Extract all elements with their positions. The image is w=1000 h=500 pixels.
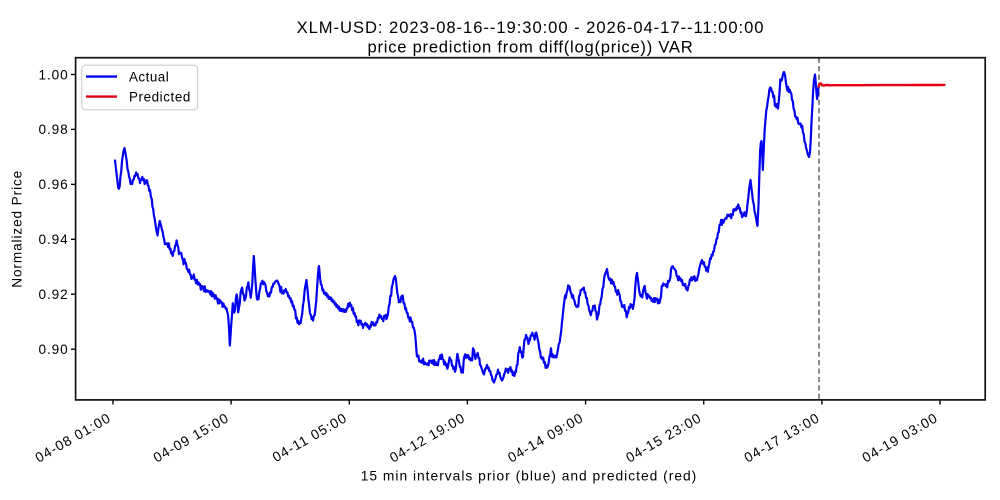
svg-text:0.96: 0.96 bbox=[39, 177, 69, 192]
svg-text:Normalized Price: Normalized Price bbox=[10, 170, 25, 288]
svg-text:Actual: Actual bbox=[129, 69, 169, 84]
svg-text:price prediction from diff(log: price prediction from diff(log(price)) V… bbox=[368, 38, 694, 57]
svg-text:15 min intervals prior (blue): 15 min intervals prior (blue) and predic… bbox=[361, 469, 698, 484]
svg-text:1.00: 1.00 bbox=[39, 67, 69, 82]
svg-text:0.94: 0.94 bbox=[39, 232, 69, 247]
svg-text:0.90: 0.90 bbox=[39, 342, 69, 357]
svg-text:0.92: 0.92 bbox=[39, 287, 69, 302]
svg-text:Predicted: Predicted bbox=[129, 89, 191, 104]
svg-text:0.98: 0.98 bbox=[39, 122, 69, 137]
svg-text:XLM-USD: 2023-08-16--19:30:00: XLM-USD: 2023-08-16--19:30:00 - 2026-04-… bbox=[297, 18, 765, 37]
